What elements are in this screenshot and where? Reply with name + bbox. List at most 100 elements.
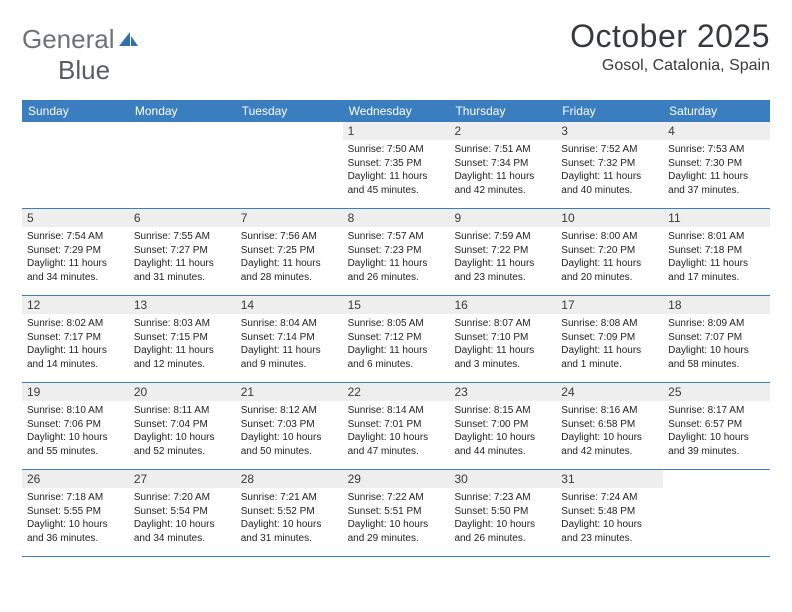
calendar-cell: 3Sunrise: 7:52 AMSunset: 7:32 PMDaylight… [556, 122, 663, 208]
calendar-cell: 7Sunrise: 7:56 AMSunset: 7:25 PMDaylight… [236, 209, 343, 295]
dayname-thu: Thursday [449, 100, 556, 122]
day-number: 14 [236, 296, 343, 314]
sunset-text: Sunset: 5:55 PM [27, 505, 124, 519]
daylight-text: Daylight: 11 hours and 14 minutes. [27, 344, 124, 371]
day-info: Sunrise: 7:53 AMSunset: 7:30 PMDaylight:… [668, 143, 765, 197]
calendar-cell: 11Sunrise: 8:01 AMSunset: 7:18 PMDayligh… [663, 209, 770, 295]
daylight-text: Daylight: 10 hours and 34 minutes. [134, 518, 231, 545]
day-number: 5 [22, 209, 129, 227]
sunrise-text: Sunrise: 8:04 AM [241, 317, 338, 331]
sunrise-text: Sunrise: 8:09 AM [668, 317, 765, 331]
day-number: 13 [129, 296, 236, 314]
daylight-text: Daylight: 10 hours and 58 minutes. [668, 344, 765, 371]
dayname-wed: Wednesday [343, 100, 450, 122]
day-info: Sunrise: 8:02 AMSunset: 7:17 PMDaylight:… [27, 317, 124, 371]
daylight-text: Daylight: 10 hours and 50 minutes. [241, 431, 338, 458]
daylight-text: Daylight: 11 hours and 42 minutes. [454, 170, 551, 197]
daylight-text: Daylight: 10 hours and 44 minutes. [454, 431, 551, 458]
day-number: 4 [663, 122, 770, 140]
day-number: 31 [556, 470, 663, 488]
calendar-cell: 25Sunrise: 8:17 AMSunset: 6:57 PMDayligh… [663, 383, 770, 469]
sunset-text: Sunset: 7:23 PM [348, 244, 445, 258]
sunset-text: Sunset: 7:12 PM [348, 331, 445, 345]
day-info: Sunrise: 7:21 AMSunset: 5:52 PMDaylight:… [241, 491, 338, 545]
day-number: 17 [556, 296, 663, 314]
calendar-cell: 9Sunrise: 7:59 AMSunset: 7:22 PMDaylight… [449, 209, 556, 295]
calendar-header-row: Sunday Monday Tuesday Wednesday Thursday… [22, 100, 770, 122]
sunrise-text: Sunrise: 8:15 AM [454, 404, 551, 418]
calendar-row: ...1Sunrise: 7:50 AMSunset: 7:35 PMDayli… [22, 122, 770, 209]
calendar-cell: 31Sunrise: 7:24 AMSunset: 5:48 PMDayligh… [556, 470, 663, 556]
day-number: 18 [663, 296, 770, 314]
month-title: October 2025 [570, 18, 770, 55]
dayname-tue: Tuesday [236, 100, 343, 122]
sunrise-text: Sunrise: 8:17 AM [668, 404, 765, 418]
dayname-fri: Friday [556, 100, 663, 122]
sunset-text: Sunset: 7:14 PM [241, 331, 338, 345]
daylight-text: Daylight: 10 hours and 23 minutes. [561, 518, 658, 545]
calendar-cell: 23 Sunrise: 8:15 AMSunset: 7:00 PMDayligh… [449, 383, 556, 469]
sunrise-text: Sunrise: 7:53 AM [668, 143, 765, 157]
sunrise-text: Sunrise: 7:21 AM [241, 491, 338, 505]
day-info: Sunrise: 7:20 AMSunset: 5:54 PMDaylight:… [134, 491, 231, 545]
sunrise-text: Sunrise: 7:54 AM [27, 230, 124, 244]
calendar-cell: 28Sunrise: 7:21 AMSunset: 5:52 PMDayligh… [236, 470, 343, 556]
sunset-text: Sunset: 5:54 PM [134, 505, 231, 519]
day-info: Sunrise: 7:22 AMSunset: 5:51 PMDaylight:… [348, 491, 445, 545]
sunrise-text: Sunrise: 8:00 AM [561, 230, 658, 244]
sunset-text: Sunset: 7:15 PM [134, 331, 231, 345]
calendar-cell: . [663, 470, 770, 556]
sunrise-text: Sunrise: 7:24 AM [561, 491, 658, 505]
location: Gosol, Catalonia, Spain [570, 57, 770, 75]
sunrise-text: Sunrise: 8:14 AM [348, 404, 445, 418]
daylight-text: Daylight: 11 hours and 45 minutes. [348, 170, 445, 197]
sunset-text: Sunset: 7:00 PM [454, 418, 551, 432]
day-info: Sunrise: 7:51 AMSunset: 7:34 PMDaylight:… [454, 143, 551, 197]
day-info: Sunrise: 7:55 AMSunset: 7:27 PMDaylight:… [134, 230, 231, 284]
daylight-text: Daylight: 11 hours and 31 minutes. [134, 257, 231, 284]
sunset-text: Sunset: 7:35 PM [348, 157, 445, 171]
sunset-text: Sunset: 7:06 PM [27, 418, 124, 432]
calendar-cell: 21Sunrise: 8:12 AMSunset: 7:03 PMDayligh… [236, 383, 343, 469]
calendar-row: 12Sunrise: 8:02 AMSunset: 7:17 PMDayligh… [22, 296, 770, 383]
day-info: Sunrise: 8:03 AMSunset: 7:15 PMDaylight:… [134, 317, 231, 371]
header: General Blue October 2025 Gosol, Catalon… [22, 18, 770, 86]
sunrise-text: Sunrise: 7:22 AM [348, 491, 445, 505]
sunset-text: Sunset: 7:32 PM [561, 157, 658, 171]
logo-text-blue: Blue [58, 55, 110, 85]
daylight-text: Daylight: 11 hours and 34 minutes. [27, 257, 124, 284]
day-info: Sunrise: 8:14 AMSunset: 7:01 PMDaylight:… [348, 404, 445, 458]
calendar-cell: 13 Sunrise: 8:03 AMSunset: 7:15 PMDayligh… [129, 296, 236, 382]
calendar-cell: 12Sunrise: 8:02 AMSunset: 7:17 PMDayligh… [22, 296, 129, 382]
title-block: October 2025 Gosol, Catalonia, Spain [570, 18, 770, 75]
logo-text: General Blue [22, 24, 139, 86]
calendar-cell: 24Sunrise: 8:16 AMSunset: 6:58 PMDayligh… [556, 383, 663, 469]
day-info: Sunrise: 7:52 AMSunset: 7:32 PMDaylight:… [561, 143, 658, 197]
day-info: Sunrise: 7:50 AMSunset: 7:35 PMDaylight:… [348, 143, 445, 197]
day-number: 11 [663, 209, 770, 227]
daylight-text: Daylight: 11 hours and 37 minutes. [668, 170, 765, 197]
sunrise-text: Sunrise: 7:59 AM [454, 230, 551, 244]
calendar-cell: 30Sunrise: 7:23 AMSunset: 5:50 PMDayligh… [449, 470, 556, 556]
sunset-text: Sunset: 7:34 PM [454, 157, 551, 171]
sunset-text: Sunset: 7:29 PM [27, 244, 124, 258]
sunset-text: Sunset: 7:30 PM [668, 157, 765, 171]
day-number: 23 [449, 383, 556, 401]
dayname-sun: Sunday [22, 100, 129, 122]
sunrise-text: Sunrise: 7:57 AM [348, 230, 445, 244]
day-number: 22 [343, 383, 450, 401]
daylight-text: Daylight: 10 hours and 26 minutes. [454, 518, 551, 545]
day-info: Sunrise: 8:08 AMSunset: 7:09 PMDaylight:… [561, 317, 658, 371]
day-info: Sunrise: 7:23 AMSunset: 5:50 PMDaylight:… [454, 491, 551, 545]
day-number: 2 [449, 122, 556, 140]
sunset-text: Sunset: 5:52 PM [241, 505, 338, 519]
sunrise-text: Sunrise: 7:55 AM [134, 230, 231, 244]
daylight-text: Daylight: 11 hours and 12 minutes. [134, 344, 231, 371]
sunset-text: Sunset: 7:07 PM [668, 331, 765, 345]
daylight-text: Daylight: 10 hours and 47 minutes. [348, 431, 445, 458]
calendar-row: 5Sunrise: 7:54 AMSunset: 7:29 PMDaylight… [22, 209, 770, 296]
sunrise-text: Sunrise: 7:50 AM [348, 143, 445, 157]
calendar-row: 26Sunrise: 7:18 AMSunset: 5:55 PMDayligh… [22, 470, 770, 557]
sunrise-text: Sunrise: 7:56 AM [241, 230, 338, 244]
calendar-cell: 8Sunrise: 7:57 AMSunset: 7:23 PMDaylight… [343, 209, 450, 295]
